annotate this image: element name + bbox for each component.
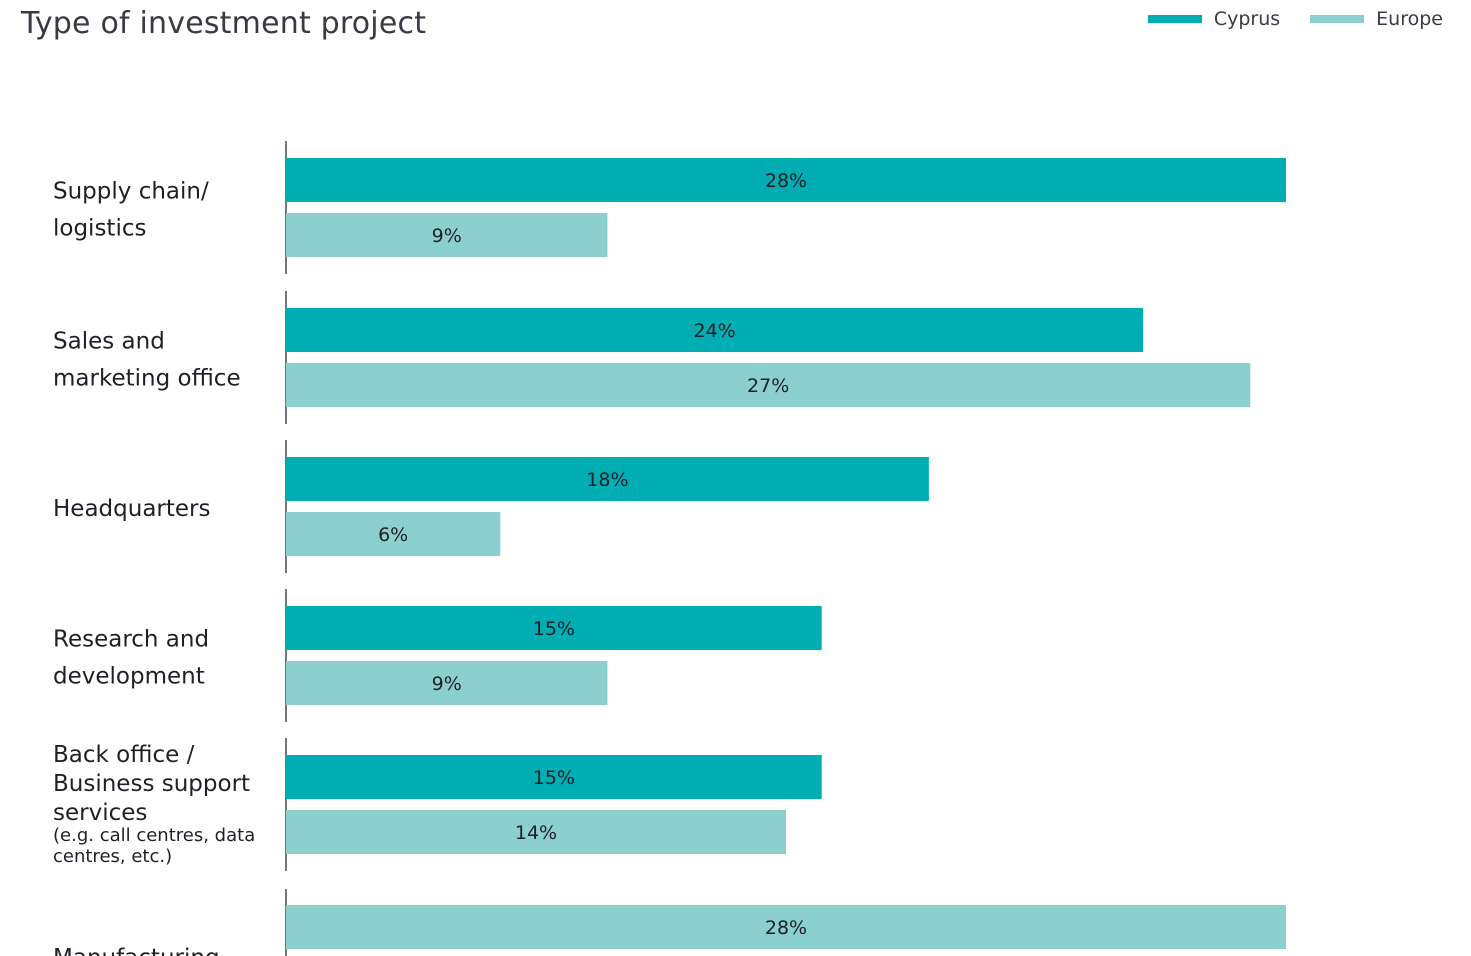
bar-europe: [286, 810, 786, 854]
data-label: 15%: [533, 618, 575, 640]
category-label: Research and: [53, 626, 209, 652]
category-label: marketing office: [53, 365, 241, 391]
category-label: Back office /: [53, 742, 195, 768]
category-label: services: [53, 800, 147, 826]
data-label: 28%: [765, 170, 807, 192]
data-label: 27%: [747, 375, 789, 397]
category-label: Supply chain/: [53, 178, 209, 204]
legend-label-europe: Europe: [1376, 8, 1443, 30]
category-note: (e.g. call centres, data: [53, 825, 255, 846]
data-label: 24%: [693, 320, 735, 342]
legend-swatch-europe: [1310, 15, 1365, 23]
legend: Cyprus Europe: [1147, 8, 1443, 30]
legend-item-europe: Europe: [1310, 8, 1443, 30]
legend-label-cyprus: Cyprus: [1213, 8, 1281, 30]
bar-cyprus: [286, 755, 822, 799]
category-note: centres, etc.): [53, 846, 172, 867]
chart-title: Type of investment project: [21, 6, 427, 41]
category-label: Sales and: [53, 328, 165, 354]
bar-cyprus: [286, 606, 822, 650]
bar-cyprus: [286, 457, 929, 501]
data-label: 14%: [515, 822, 557, 844]
bar-europe: [286, 905, 1286, 949]
category-label: development: [53, 663, 205, 689]
bar-europe: [286, 363, 1251, 407]
data-label: 18%: [586, 469, 628, 491]
category-label: Headquarters: [53, 496, 210, 522]
category-label: Manufacturing: [53, 945, 220, 956]
data-label: 15%: [533, 767, 575, 789]
bar-europe: [286, 661, 608, 705]
category-label: logistics: [53, 215, 146, 241]
data-label: 9%: [432, 225, 462, 247]
bar-cyprus: [286, 308, 1144, 352]
category-label: Business support: [53, 771, 250, 797]
data-label: 6%: [378, 524, 408, 546]
legend-swatch-cyprus: [1147, 15, 1202, 23]
data-label: 9%: [432, 673, 462, 695]
data-label: 28%: [765, 917, 807, 939]
bar-europe: [286, 213, 608, 257]
bar-europe: [286, 512, 501, 556]
legend-item-cyprus: Cyprus: [1147, 8, 1281, 30]
bar-cyprus: [286, 158, 1286, 202]
